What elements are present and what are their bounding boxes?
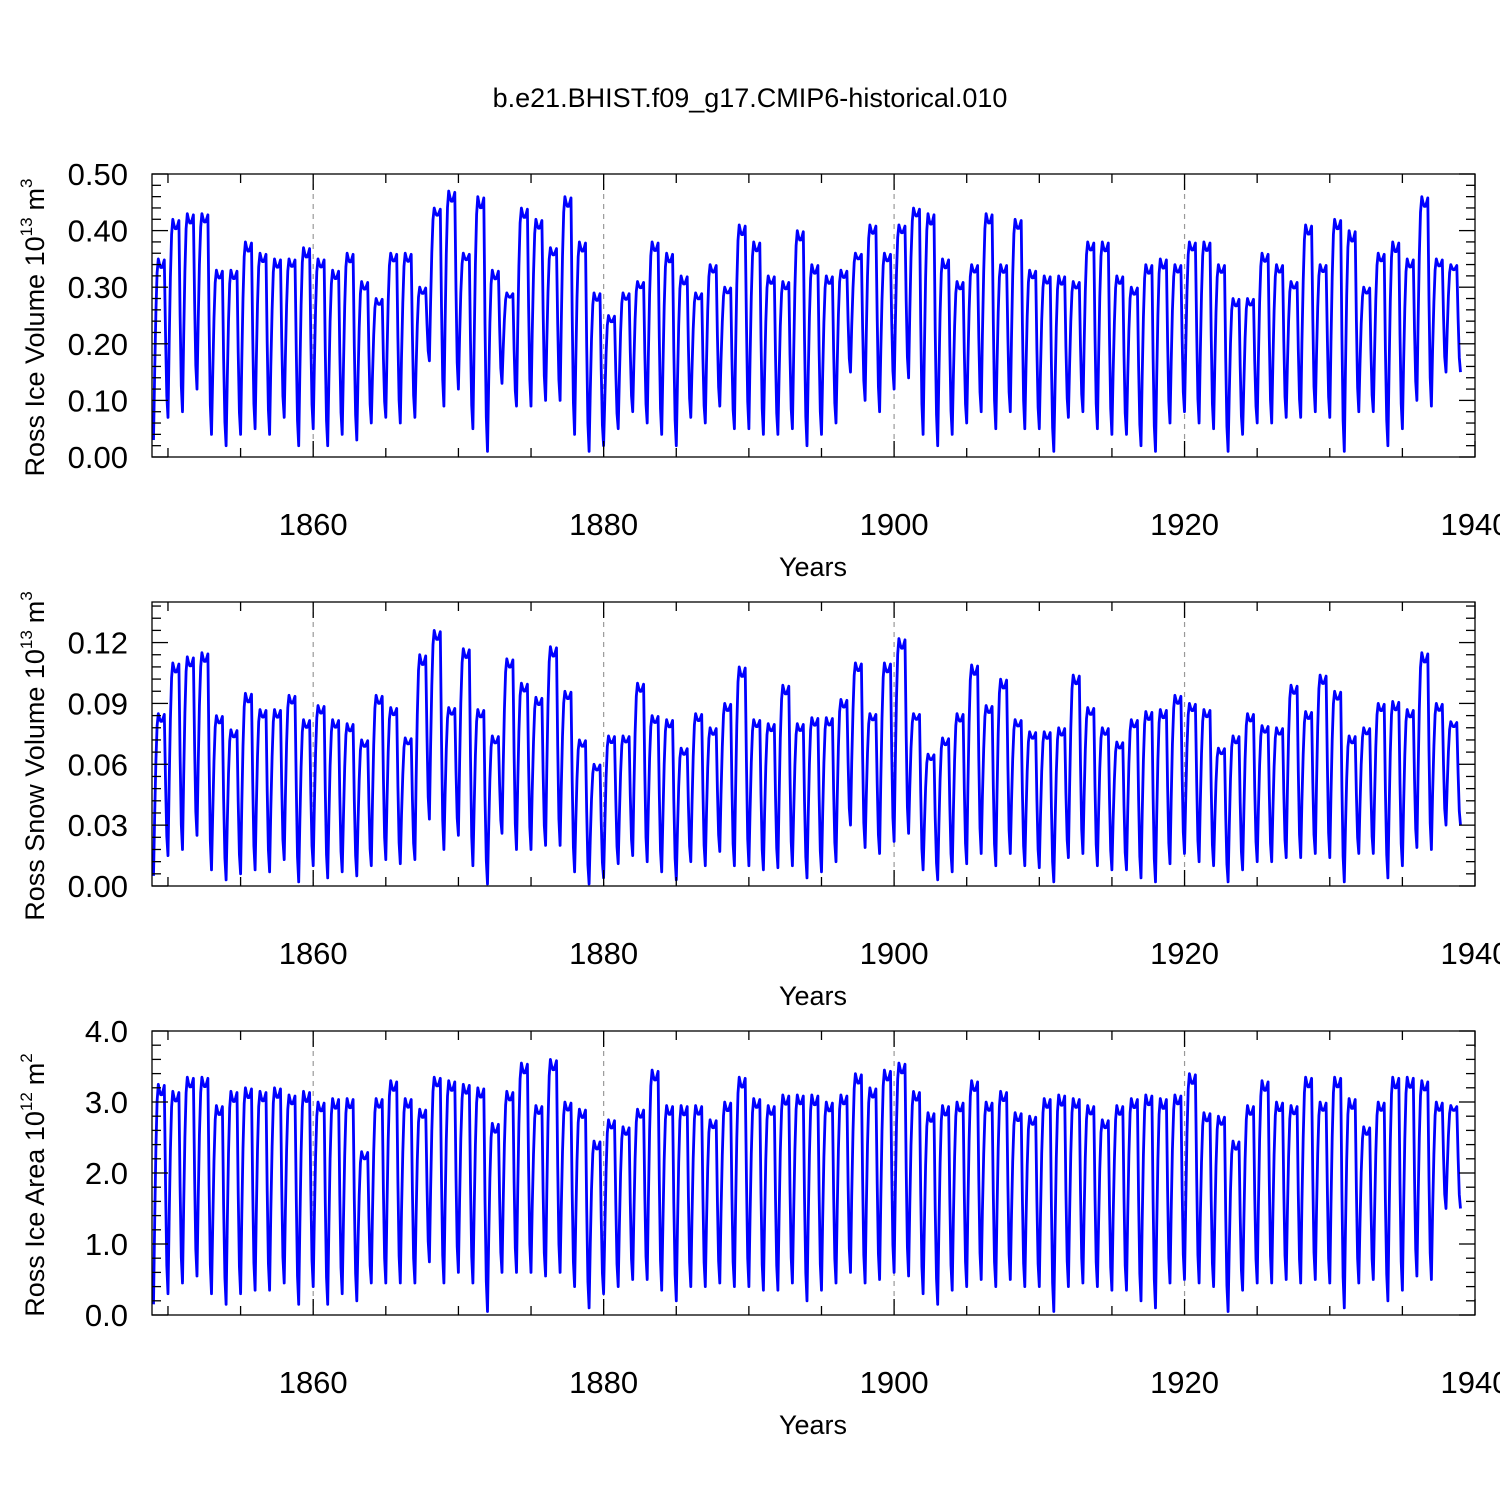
x-tick-label: 1880 (569, 1365, 638, 1400)
x-axis-label: Years (779, 552, 847, 582)
panel-ice-volume: 0.00 0.10 0.20 0.30 0.40 0.50 1860 1880 1900 192… (17, 157, 1500, 582)
chart-title: b.e21.BHIST.f09_g17.CMIP6-historical.010 (492, 83, 1008, 113)
y-axis-label: Ross Ice Area 1012 m2 (17, 1053, 50, 1317)
y-tick-label: 0.0 (85, 1298, 128, 1333)
y-tick-label: 2.0 (85, 1156, 128, 1191)
plot-frame (151, 1030, 1476, 1316)
y-axis-label: Ross Ice Volume 1013 m3 (17, 178, 50, 476)
y-label-main: Ross Snow Volume 10 (20, 649, 50, 921)
series-line-snow-volume (152, 629, 1462, 886)
y-tick-label: 0.12 (68, 626, 128, 661)
y-tick-label: 0.00 (68, 869, 128, 904)
x-tick-label: 1880 (569, 936, 638, 971)
x-tick-label: 1940 (1441, 1365, 1500, 1400)
x-tick-label: 1920 (1150, 1365, 1219, 1400)
y-tick-label: 1.0 (85, 1227, 128, 1262)
x-gridlines (312, 174, 1186, 457)
plot-frame (151, 173, 1476, 458)
y-axis-ticks: 0.00 0.10 0.20 0.30 0.40 0.50 (68, 157, 1475, 475)
y-label-main: Ross Ice Volume 10 (20, 236, 50, 476)
x-tick-label: 1900 (860, 936, 929, 971)
y-axis-label: Ross Snow Volume 1013 m3 (17, 591, 50, 921)
y-label-exp: 13 (17, 630, 36, 649)
y-label-unit-exp: 3 (17, 178, 36, 187)
y-label-unit: m (20, 188, 50, 211)
x-tick-label: 1940 (1441, 507, 1500, 542)
x-gridlines (312, 602, 1186, 886)
x-tick-label: 1860 (279, 936, 348, 971)
y-tick-label: 0.03 (68, 808, 128, 843)
plot-border (151, 1030, 1476, 1316)
x-axis-label: Years (779, 981, 847, 1011)
series-line-ice-area (152, 1058, 1462, 1313)
x-tick-label: 1880 (569, 507, 638, 542)
y-label-unit-exp: 3 (17, 591, 36, 600)
x-axis-ticks: 1860 1880 1900 1920 1940 (167, 1031, 1500, 1400)
x-gridlines (312, 1031, 1186, 1315)
x-tick-label: 1920 (1150, 507, 1219, 542)
y-tick-label: 0.30 (68, 270, 128, 305)
y-tick-label: 0.09 (68, 686, 128, 721)
x-tick-label: 1920 (1150, 936, 1219, 971)
y-tick-label: 0.10 (68, 383, 128, 418)
series-line-ice-volume (152, 189, 1462, 453)
x-axis-label: Years (779, 1410, 847, 1440)
x-tick-label: 1860 (279, 507, 348, 542)
y-tick-label: 0.20 (68, 327, 128, 362)
y-label-exp: 12 (17, 1092, 36, 1111)
y-label-exp: 13 (17, 217, 36, 236)
y-label-unit: m (20, 1063, 50, 1086)
y-tick-label: 0.50 (68, 157, 128, 192)
y-label-unit-exp: 2 (17, 1053, 36, 1062)
panel-ice-area: 0.0 1.0 2.0 3.0 4.0 1860 1880 1900 1920 1940 Yea… (17, 1014, 1500, 1440)
y-tick-label: 4.0 (85, 1014, 128, 1049)
x-tick-label: 1940 (1441, 936, 1500, 971)
y-tick-label: 0.40 (68, 214, 128, 249)
x-axis-ticks: 1860 1880 1900 1920 1940 (167, 602, 1500, 971)
y-tick-label: 0.00 (68, 440, 128, 475)
x-tick-label: 1900 (860, 1365, 929, 1400)
x-tick-label: 1860 (279, 1365, 348, 1400)
plot-frame (151, 601, 1476, 887)
plot-border (151, 601, 1476, 887)
y-tick-label: 3.0 (85, 1085, 128, 1120)
x-tick-label: 1900 (860, 507, 929, 542)
y-label-main: Ross Ice Area 10 (20, 1111, 50, 1317)
y-label-unit: m (20, 601, 50, 624)
y-tick-label: 0.06 (68, 747, 128, 782)
x-axis-ticks: 1860 1880 1900 1920 1940 (167, 174, 1500, 542)
panel-snow-volume: 0.00 0.03 0.06 0.09 0.12 1860 1880 1900 1920 194… (17, 591, 1500, 1011)
y-axis-ticks: 0.0 1.0 2.0 3.0 4.0 (85, 1014, 1475, 1333)
y-axis-ticks: 0.00 0.03 0.06 0.09 0.12 (68, 605, 1475, 904)
plot-border (151, 173, 1476, 458)
